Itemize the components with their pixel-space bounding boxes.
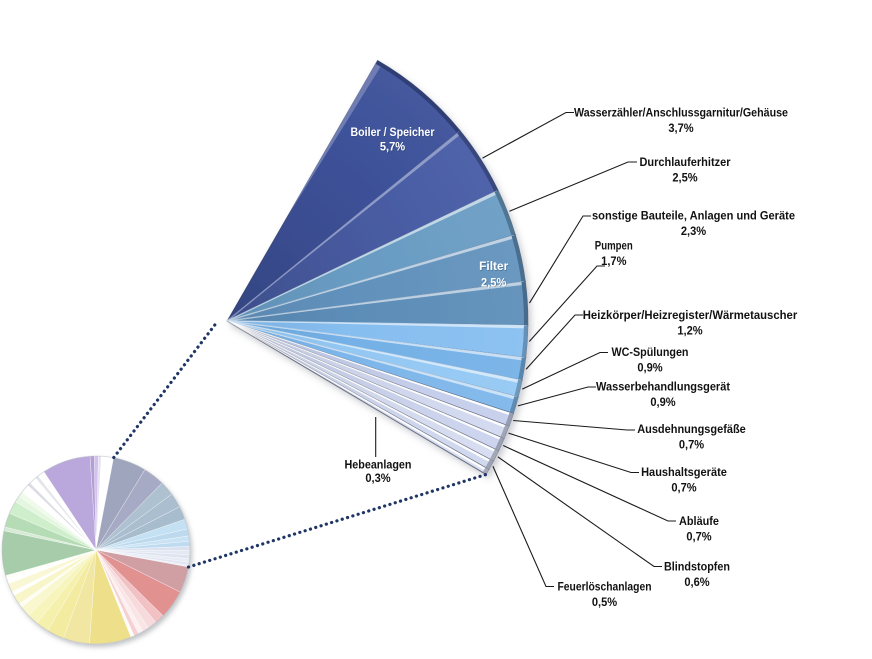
svg-text:2,5%: 2,5%	[672, 172, 697, 184]
svg-text:0,7%: 0,7%	[679, 440, 704, 452]
svg-text:Filter: Filter	[480, 262, 510, 274]
svg-text:0,7%: 0,7%	[671, 483, 696, 495]
svg-text:1,7%: 1,7%	[601, 256, 626, 268]
svg-text:Blindstopfen: Blindstopfen	[664, 562, 730, 574]
svg-text:Haushaltsgeräte: Haushaltsgeräte	[641, 467, 727, 479]
svg-text:Wasserbehandlungsgerät: Wasserbehandlungsgerät	[596, 382, 730, 394]
svg-text:Filter: Filter	[479, 261, 509, 273]
svg-text:Hebeanlagen: Hebeanlagen	[345, 459, 412, 471]
svg-text:2,3%: 2,3%	[681, 226, 706, 238]
svg-text:0,5%: 0,5%	[592, 597, 617, 609]
svg-text:Boiler / Speicher: Boiler / Speicher	[351, 127, 435, 139]
svg-text:5,7%: 5,7%	[380, 142, 405, 154]
svg-text:0,9%: 0,9%	[637, 362, 662, 374]
svg-text:WC-Spülungen: WC-Spülungen	[612, 347, 689, 359]
svg-text:0,7%: 0,7%	[686, 531, 711, 543]
svg-text:Boiler / Speicher: Boiler / Speicher	[351, 128, 435, 140]
svg-text:1,2%: 1,2%	[677, 325, 702, 337]
svg-text:Heizkörper/Heizregister/Wärmet: Heizkörper/Heizregister/Wärmetauscher	[583, 310, 798, 322]
svg-text:Abläufe: Abläufe	[679, 516, 719, 528]
svg-text:3,7%: 3,7%	[668, 123, 693, 135]
svg-text:2,5%: 2,5%	[482, 278, 507, 290]
svg-text:0,9%: 0,9%	[650, 397, 675, 409]
svg-text:Ausdehnungsgefäße: Ausdehnungsgefäße	[637, 424, 746, 436]
svg-text:sonstige Bauteile, Anlagen und: sonstige Bauteile, Anlagen und Geräte	[592, 211, 795, 223]
svg-text:Wasserzähler/Anschlussgarnitur: Wasserzähler/Anschlussgarnitur/Gehäuse	[574, 108, 788, 120]
svg-text:Pumpen: Pumpen	[595, 241, 633, 253]
svg-text:5,7%: 5,7%	[381, 142, 406, 154]
svg-text:Feuerlöschanlagen: Feuerlöschanlagen	[558, 582, 652, 594]
svg-text:0,3%: 0,3%	[365, 473, 390, 485]
svg-text:0,6%: 0,6%	[684, 577, 709, 589]
svg-text:Durchlauferhitzer: Durchlauferhitzer	[640, 157, 731, 169]
svg-text:2,5%: 2,5%	[481, 277, 506, 289]
